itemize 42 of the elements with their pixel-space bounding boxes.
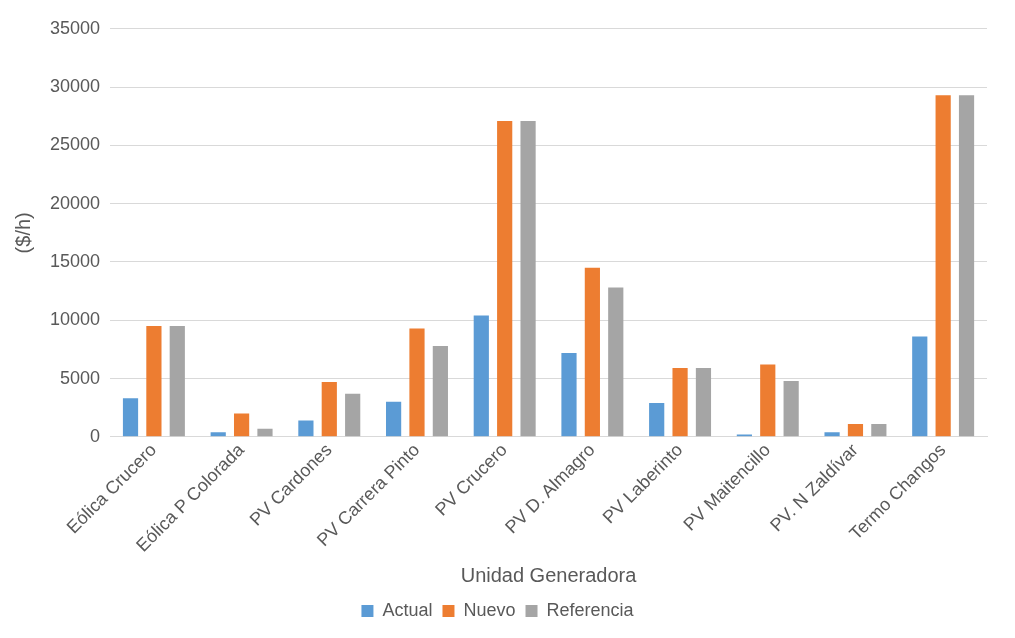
bar [210, 432, 226, 437]
bar [871, 424, 887, 437]
bar [608, 287, 624, 437]
bar [912, 336, 928, 437]
legend-label: Actual [382, 599, 433, 620]
y-axis-title: ($/h) [11, 212, 34, 254]
y-tick-label: 25000 [49, 134, 101, 155]
bar [122, 398, 139, 437]
bar [649, 403, 665, 437]
bar [432, 345, 448, 437]
bar [584, 267, 600, 437]
y-tick-label: 10000 [49, 309, 101, 330]
y-tick-label: 20000 [49, 192, 101, 213]
bar [760, 364, 776, 437]
bar [497, 120, 513, 437]
bar [847, 424, 864, 437]
legend-label: Nuevo [463, 599, 516, 620]
x-axis-title: Unidad Generadora [460, 563, 638, 586]
bar [386, 401, 402, 437]
bar [298, 420, 314, 437]
bar [473, 315, 489, 437]
legend-label: Referencia [546, 599, 635, 620]
bar [345, 393, 361, 437]
bar [561, 352, 577, 437]
bar [321, 382, 337, 437]
bar [824, 432, 840, 437]
bar [409, 328, 425, 437]
bar [672, 368, 688, 437]
bar [695, 368, 712, 437]
bar [520, 120, 536, 437]
y-tick-label: 5000 [60, 367, 101, 388]
bar [935, 95, 951, 437]
bar [234, 413, 250, 437]
bar [257, 428, 273, 437]
bar [958, 95, 975, 437]
bar [169, 326, 185, 437]
y-tick-label: 30000 [49, 76, 101, 97]
y-tick-label: 35000 [49, 17, 101, 38]
y-tick-label: 15000 [49, 250, 101, 271]
bar [146, 326, 162, 437]
bar [783, 380, 799, 437]
y-tick-label: 0 [90, 425, 101, 446]
